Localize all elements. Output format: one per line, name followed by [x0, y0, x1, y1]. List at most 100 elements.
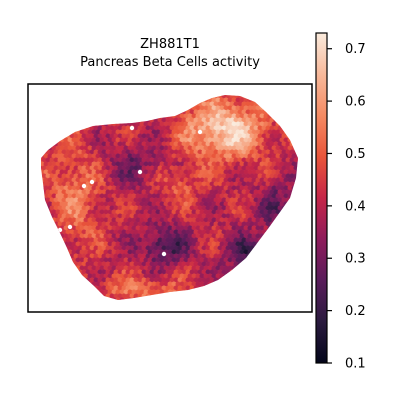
tissue-spot: [255, 145, 261, 151]
tissue-spot: [167, 225, 173, 231]
tissue-spot: [231, 137, 237, 143]
tissue-spot: [255, 201, 261, 207]
tissue-spot: [155, 233, 161, 239]
tissue-spot: [153, 285, 159, 291]
tissue-spot: [119, 281, 125, 287]
tissue-spot: [171, 129, 177, 135]
tissue-spot: [125, 221, 131, 227]
tissue-spot: [209, 269, 215, 275]
tissue-spot: [57, 165, 63, 171]
tissue-spot: [257, 165, 263, 171]
tissue-spot: [211, 97, 217, 103]
tissue-spot: [147, 177, 153, 183]
tissue-spot: [145, 165, 151, 171]
tissue-spot: [135, 273, 141, 279]
tissue-spot: [159, 161, 165, 167]
tissue-spot: [277, 149, 283, 155]
tissue-spot: [97, 181, 103, 187]
tissue-spot: [109, 133, 115, 139]
tissue-spot: [275, 137, 281, 143]
tissue-spot: [187, 225, 193, 231]
tissue-spot: [197, 173, 203, 179]
tissue-spot: [113, 253, 119, 259]
tissue-spot: [119, 137, 125, 143]
tissue-spot: [147, 273, 153, 279]
tissue-spot: [89, 213, 95, 219]
tissue-spot: [173, 237, 179, 243]
tissue-spot: [153, 125, 159, 131]
tissue-spot: [163, 209, 169, 215]
tissue-spot: [75, 153, 81, 159]
tissue-spot: [215, 185, 221, 191]
tissue-spot: [167, 249, 173, 255]
tissue-spot: [221, 133, 227, 139]
tissue-spot: [219, 265, 225, 271]
tissue-spot: [211, 241, 217, 247]
tissue-spot: [149, 253, 155, 259]
tissue-spot: [211, 273, 217, 279]
tissue-spot: [207, 169, 213, 175]
tissue-spot: [179, 209, 185, 215]
tissue-spot: [175, 225, 181, 231]
tissue-spot: [65, 189, 71, 195]
tissue-spot: [215, 121, 221, 127]
tissue-spot: [229, 173, 235, 179]
tissue-spot: [269, 149, 275, 155]
tissue-spot: [91, 161, 97, 167]
tissue-spot: [153, 197, 159, 203]
tissue-spot: [43, 161, 49, 167]
tissue-spot: [103, 209, 109, 215]
tissue-spot: [233, 261, 239, 267]
tissue-spot: [89, 277, 95, 283]
tissue-spot: [97, 149, 103, 155]
tissue-spot: [241, 157, 247, 163]
tissue-spot: [101, 189, 107, 195]
tissue-spot: [271, 193, 277, 199]
tissue-spot: [185, 285, 191, 291]
tissue-spot: [101, 245, 107, 251]
tissue-spot: [219, 185, 225, 191]
tissue-spot: [153, 133, 159, 139]
tissue-spot: [57, 181, 63, 187]
tissue-spot: [199, 257, 205, 263]
tissue-spot: [237, 189, 243, 195]
tissue-spot: [245, 205, 251, 211]
tissue-spot: [169, 157, 175, 163]
tissue-spot: [129, 189, 135, 195]
tissue-spot: [229, 117, 235, 123]
tissue-spot: [137, 269, 143, 275]
tissue-spot: [119, 233, 125, 239]
tissue-spot: [183, 241, 189, 247]
tissue-spot: [153, 261, 159, 267]
tissue-spot: [123, 281, 129, 287]
tissue-spot: [285, 157, 291, 163]
tissue-spot: [137, 141, 143, 147]
tissue-spot: [117, 189, 123, 195]
tissue-spot: [73, 133, 79, 139]
tissue-spot: [91, 225, 97, 231]
tissue-spot: [69, 205, 75, 211]
tissue-spot: [155, 121, 161, 127]
tissue-spot: [203, 233, 209, 239]
tissue-spot: [77, 261, 83, 267]
tissue-spot: [219, 169, 225, 175]
tissue-spot: [243, 185, 249, 191]
tissue-spot: [209, 125, 215, 131]
tissue-spot: [115, 209, 121, 215]
tissue-spot: [111, 129, 117, 135]
tissue-spot: [149, 221, 155, 227]
tissue-spot: [213, 157, 219, 163]
tissue-spot: [161, 277, 167, 283]
tissue-spot: [195, 209, 201, 215]
tissue-spot: [129, 221, 135, 227]
tissue-spot: [219, 97, 225, 103]
tissue-spot: [181, 125, 187, 131]
tissue-spot: [99, 185, 105, 191]
tissue-spot: [117, 157, 123, 163]
tissue-spot: [171, 249, 177, 255]
tissue-spot: [259, 177, 265, 183]
tissue-spot: [191, 241, 197, 247]
tissue-spot: [135, 201, 141, 207]
tissue-spot: [179, 281, 185, 287]
tissue-spot: [157, 213, 163, 219]
